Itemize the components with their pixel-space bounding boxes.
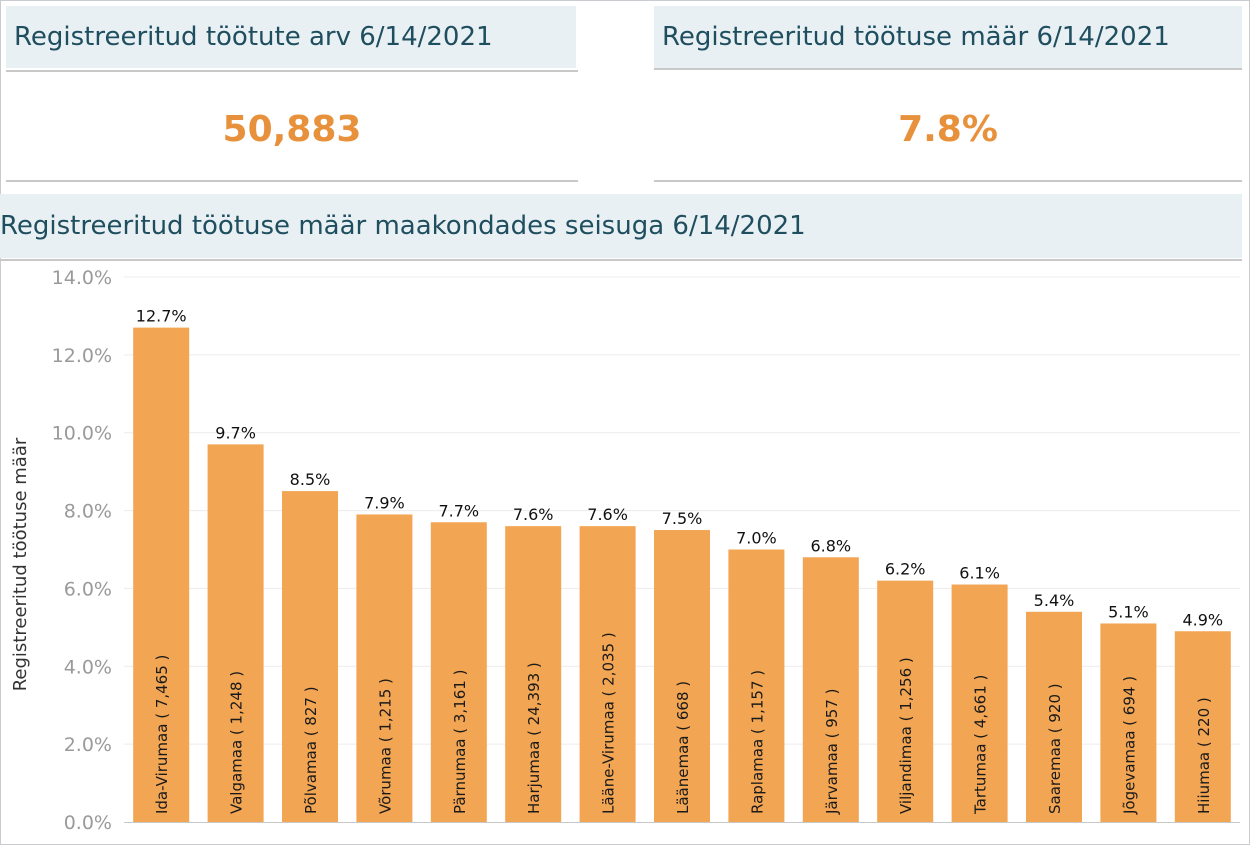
category-label: Tartumaa ( 4,661 ) — [972, 675, 990, 815]
category-label: Võrumaa ( 1,215 ) — [376, 678, 394, 814]
bar — [505, 526, 562, 822]
category-label: Lääne-Virumaa ( 2,035 ) — [600, 632, 618, 814]
y-axis-title: Registreeritud töötuse määr — [10, 437, 31, 691]
category-label: Saaremaa ( 920 ) — [1046, 683, 1064, 814]
divider — [654, 68, 1242, 70]
bar — [356, 514, 413, 822]
data-label: 7.5% — [662, 509, 703, 528]
category-label: Läänemaa ( 668 ) — [674, 681, 692, 814]
y-tick-label: 12.0% — [52, 345, 112, 367]
bar — [728, 549, 785, 822]
chart-title: Registreeritud töötuse määr maakondades … — [0, 194, 1242, 258]
data-label: 6.2% — [885, 560, 926, 579]
category-label: Raplamaa ( 1,157 ) — [748, 670, 766, 814]
bar — [282, 491, 338, 822]
bar — [579, 526, 636, 822]
data-label: 7.7% — [438, 501, 479, 520]
category-label: Hiiumaa ( 220 ) — [1195, 697, 1213, 814]
data-label: 7.9% — [364, 493, 405, 512]
bar-chart: 0.0% 2.0% 4.0% 6.0% 8.0% 10.0% 12.0% 14.0% Regis… — [10, 267, 1240, 834]
data-label: 7.6% — [587, 505, 628, 524]
bar — [1174, 631, 1231, 822]
bar — [207, 444, 264, 822]
category-label: Jõgevamaa ( 694 ) — [1120, 676, 1138, 815]
y-tick-label: 10.0% — [52, 423, 112, 445]
unemployment-rate-value: 7.8% — [898, 109, 998, 150]
bar — [133, 327, 190, 822]
data-label: 5.4% — [1034, 591, 1075, 610]
y-tick-label: 4.0% — [64, 656, 112, 678]
data-label: 4.9% — [1182, 610, 1223, 629]
category-label: Harjumaa ( 24,393 ) — [525, 662, 543, 814]
divider — [6, 180, 578, 182]
y-tick-label: 0.0% — [64, 812, 112, 834]
category-label: Viljandimaa ( 1,256 ) — [897, 657, 915, 814]
data-label: 12.7% — [136, 307, 187, 326]
category-label: Põlvamaa ( 827 ) — [302, 686, 320, 814]
divider — [0, 259, 1242, 261]
data-label: 8.5% — [290, 470, 331, 489]
data-label: 9.7% — [215, 423, 256, 442]
category-label: Järvamaa ( 957 ) — [823, 689, 841, 816]
category-label: Pärnumaa ( 3,161 ) — [451, 670, 469, 814]
bar — [1100, 623, 1157, 822]
data-label: 7.0% — [736, 529, 777, 548]
category-label: Ida-Virumaa ( 7,465 ) — [153, 655, 171, 814]
bar — [1026, 611, 1082, 822]
divider — [6, 70, 578, 72]
unemployed-count-title: Registreeritud töötute arv 6/14/2021 — [6, 6, 576, 68]
unemployment-rate-title: Registreeritud töötuse määr 6/14/2021 — [654, 6, 1242, 68]
bar — [802, 557, 859, 822]
category-label: Valgamaa ( 1,248 ) — [228, 671, 246, 814]
bar — [654, 530, 710, 822]
y-tick-label: 14.0% — [52, 267, 112, 289]
unemployed-count-value: 50,883 — [222, 109, 362, 150]
y-tick-label: 8.0% — [64, 501, 112, 523]
data-label: 7.6% — [513, 505, 554, 524]
data-label: 6.8% — [810, 536, 851, 555]
divider — [654, 180, 1242, 182]
data-label: 6.1% — [959, 564, 1000, 583]
y-tick-label: 2.0% — [64, 734, 112, 756]
y-tick-label: 6.0% — [64, 578, 112, 600]
bar — [430, 522, 487, 822]
bar — [951, 584, 1008, 822]
bar — [877, 580, 934, 822]
data-label: 5.1% — [1108, 602, 1149, 621]
